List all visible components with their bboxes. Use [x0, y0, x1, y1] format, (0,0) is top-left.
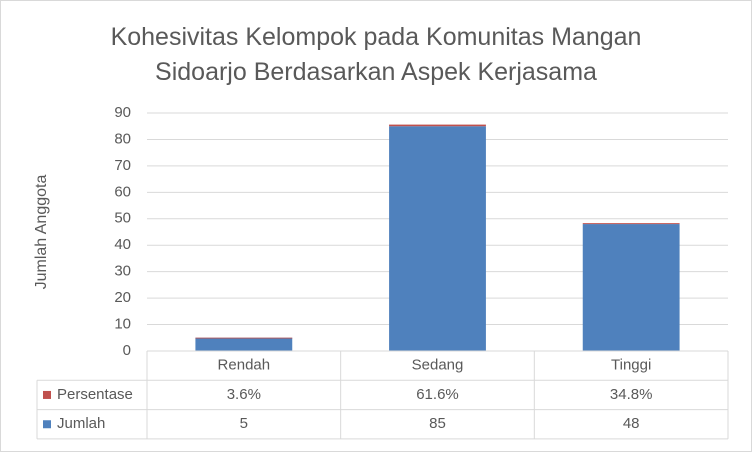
bar-segment [582, 224, 680, 351]
y-tick-label: 0 [123, 342, 131, 359]
y-tick-label: 40 [114, 236, 131, 253]
table-value: 48 [623, 415, 640, 432]
y-axis-label: Jumlah Anggota [33, 175, 50, 290]
bar-segment [195, 337, 293, 351]
bar-segment [389, 124, 486, 127]
y-tick-label: 30 [114, 263, 131, 280]
y-tick-label: 90 [114, 104, 131, 121]
y-tick-label: 60 [114, 183, 131, 200]
y-tick-label: 10 [114, 316, 131, 333]
table-value: 61.6% [416, 386, 459, 403]
x-tick-label: Rendah [218, 357, 271, 374]
legend-label: Persentase [57, 386, 133, 403]
legend-label: Jumlah [57, 415, 105, 432]
bar-segment [389, 126, 486, 351]
table-value: 5 [240, 415, 248, 432]
bar-segment [195, 337, 293, 339]
y-tick-label: 50 [114, 210, 131, 227]
table-value: 34.8% [610, 386, 653, 403]
table-value: 3.6% [227, 386, 261, 403]
chart-title: Kohesivitas Kelompok pada Komunitas Mang… [110, 23, 642, 86]
x-tick-label: Tinggi [611, 357, 651, 374]
y-tick-label: 80 [114, 130, 131, 147]
legend-key [43, 390, 51, 399]
table-value: 85 [429, 415, 446, 432]
x-tick-label: Sedang [412, 357, 464, 374]
bar-segment [582, 223, 680, 225]
y-tick-label: 70 [114, 157, 131, 174]
legend-key [43, 420, 51, 429]
y-tick-label: 20 [114, 289, 131, 306]
